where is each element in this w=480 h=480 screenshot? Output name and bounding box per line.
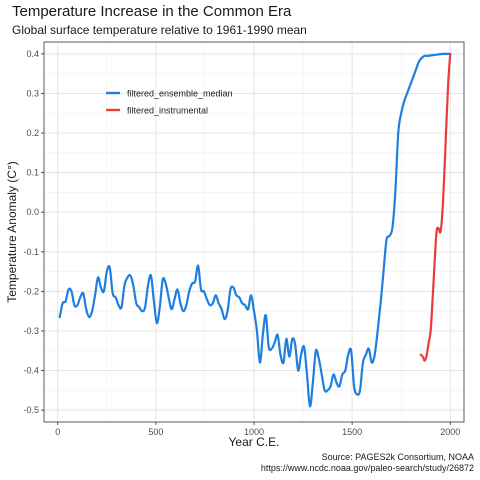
y-tick-label: -0.2	[23, 286, 39, 296]
axes: 0 500 1000 1500 2000 -0.5 -0.4 -0.3 -0.2 -0.1 0.0 0…	[23, 49, 460, 437]
y-tick-label: 0.0	[26, 207, 39, 217]
chart-subtitle: Global surface temperature relative to 1…	[12, 23, 307, 37]
grid	[44, 42, 464, 422]
source-caption: Source: PAGES2k Consortium, NOAA	[321, 452, 474, 462]
legend-label: filtered_ensemble_median	[127, 89, 233, 99]
chart-title: Temperature Increase in the Common Era	[12, 3, 292, 20]
legend: filtered_ensemble_median filtered_instrum…	[106, 89, 233, 116]
y-tick-label: -0.1	[23, 247, 39, 257]
source-url-caption: https://www.ncdc.noaa.gov/paleo-search/s…	[260, 463, 474, 473]
x-tick-label: 0	[55, 427, 60, 437]
x-tick-label: 1500	[342, 427, 362, 437]
y-tick-label: 0.4	[26, 49, 39, 59]
x-axis-label: Year C.E.	[229, 435, 280, 449]
x-tick-label: 500	[148, 427, 163, 437]
x-tick-label: 1000	[244, 427, 264, 437]
y-tick-label: -0.3	[23, 326, 39, 336]
y-tick-label: 0.2	[26, 128, 39, 138]
series-layer	[58, 52, 452, 408]
y-tick-label: 0.1	[26, 168, 39, 178]
y-tick-label: -0.4	[23, 366, 39, 376]
series-line-filtered-ensemble-median	[58, 52, 452, 408]
y-axis-label: Temperature Anomaly (C°)	[5, 161, 19, 303]
y-tick-label: 0.3	[26, 88, 39, 98]
y-tick-label: -0.5	[23, 405, 39, 415]
legend-label: filtered_instrumental	[127, 106, 208, 116]
series-line-filtered-instrumental	[419, 52, 452, 362]
x-tick-label: 2000	[440, 427, 460, 437]
